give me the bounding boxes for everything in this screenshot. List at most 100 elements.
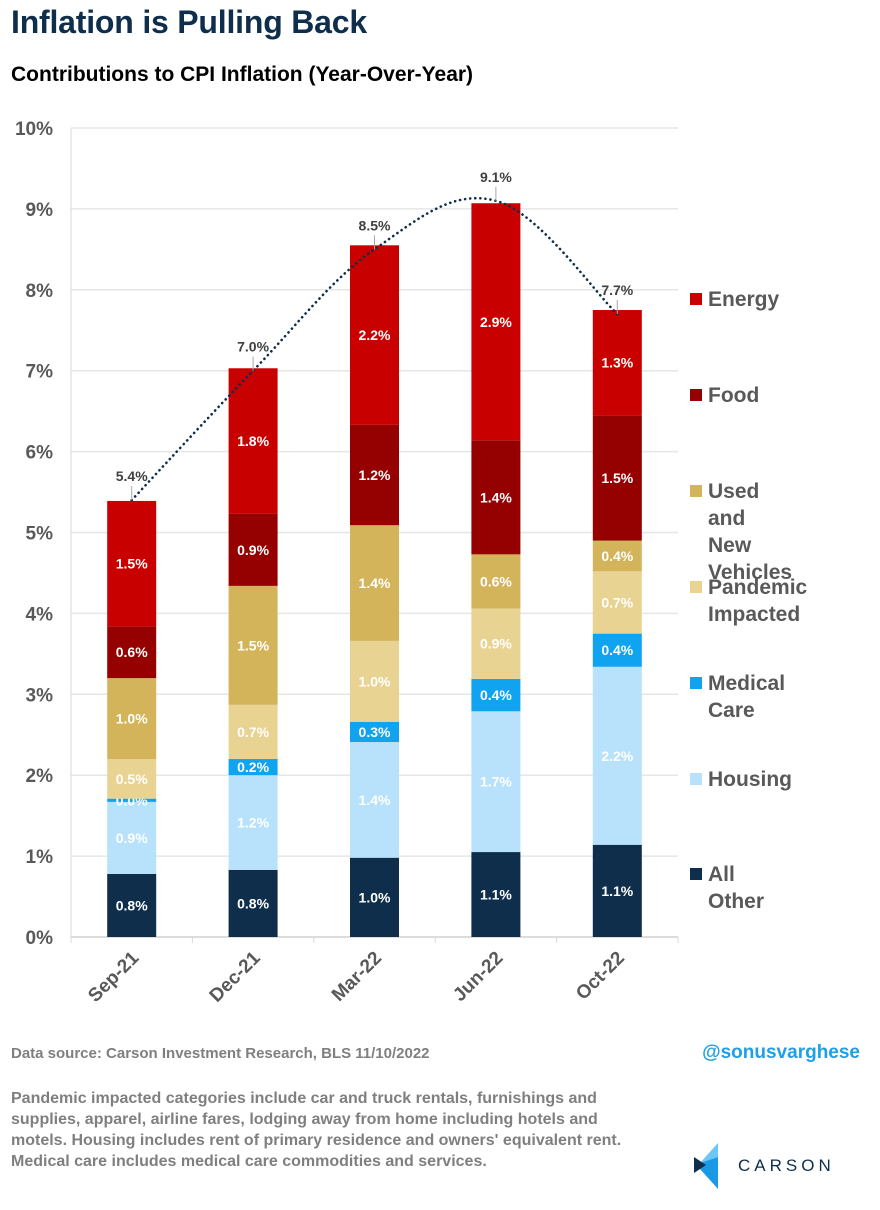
x-axis-ticks: Sep-21 Dec-21 Mar-22 Jun-22 Oct-22 bbox=[84, 947, 629, 1006]
data-source: Data source: Carson Investment Research,… bbox=[11, 1045, 430, 1062]
legend-swatch-icon bbox=[690, 485, 702, 497]
bar-segment bbox=[228, 368, 278, 514]
legend-item: Energy bbox=[690, 286, 779, 313]
legend-item: Medical Care bbox=[690, 670, 785, 724]
x-tick-label: Oct-22 bbox=[572, 948, 629, 1005]
legend-swatch-icon bbox=[690, 773, 702, 785]
segment-label: 0.9% bbox=[237, 542, 269, 558]
bar-stack: 0.8% 1.2% 0.2% 0.7% 1.5% 0.9% 1.8% bbox=[228, 368, 278, 937]
legend-label: Used and New Vehicles bbox=[708, 480, 793, 584]
legend-label: Pandemic Impacted bbox=[708, 576, 808, 626]
x-tick-label: Dec-21 bbox=[206, 947, 265, 1006]
segment-label: 0.8% bbox=[237, 895, 269, 911]
segment-label: 0.4% bbox=[480, 687, 512, 703]
legend-label: Medical Care bbox=[708, 672, 786, 722]
bar-segment bbox=[107, 759, 157, 799]
segment-label: 2.9% bbox=[480, 314, 512, 330]
bar-segment bbox=[592, 415, 642, 541]
segment-label: 1.5% bbox=[116, 556, 148, 572]
bar-segment bbox=[228, 869, 278, 937]
footnote: Pandemic impacted categories include car… bbox=[11, 1090, 622, 1170]
bar-segment bbox=[471, 711, 521, 853]
bar-segment bbox=[228, 775, 278, 870]
bar-segment bbox=[350, 525, 399, 641]
y-tick-label: 1% bbox=[26, 847, 54, 868]
stacked-bar-chart: 0%1%2%3%4%5%6%7%8%9%10% 0.8%0.9%0.0%0.5%… bbox=[15, 119, 679, 1007]
bar-segment bbox=[107, 873, 157, 937]
legend-swatch-icon bbox=[690, 868, 702, 880]
bar-segment bbox=[592, 571, 642, 634]
segment-label: 1.0% bbox=[359, 673, 391, 689]
x-tick-label: Jun-22 bbox=[449, 948, 507, 1006]
y-tick-label: 9% bbox=[26, 200, 54, 221]
segment-label: 0.2% bbox=[237, 759, 269, 775]
segment-label: 1.4% bbox=[359, 792, 391, 808]
bar-segment bbox=[350, 424, 399, 526]
legend-item: Food bbox=[690, 382, 759, 409]
y-tick-label: 4% bbox=[26, 604, 54, 625]
segment-label: 1.4% bbox=[480, 489, 512, 505]
bar-segment bbox=[228, 513, 278, 586]
bar-segment bbox=[107, 801, 157, 874]
legend-item: All Other bbox=[690, 861, 764, 915]
segment-label: 0.8% bbox=[116, 897, 148, 913]
bar-segment bbox=[592, 540, 642, 572]
carson-logo-icon bbox=[694, 1143, 718, 1189]
bar-stack: 1.0% 1.4% 0.3% 1.0% 1.4% 1.2% 2.2% bbox=[350, 245, 399, 937]
author-handle[interactable]: @sonusvarghese bbox=[702, 1042, 860, 1063]
segment-label: 1.1% bbox=[601, 883, 633, 899]
segment-label: 1.2% bbox=[359, 467, 391, 483]
y-tick-label: 7% bbox=[26, 362, 54, 383]
bar-segment bbox=[471, 678, 521, 712]
total-line: 5.4% 7.0% 8.5% 9.1% 7.7% bbox=[116, 169, 634, 502]
y-tick-label: 3% bbox=[26, 685, 54, 706]
segment-label: 1.8% bbox=[237, 433, 269, 449]
legend-label: Housing bbox=[708, 768, 792, 791]
segment-label: 2.2% bbox=[359, 327, 391, 343]
segment-label: 1.3% bbox=[601, 355, 633, 371]
segment-label: 0.3% bbox=[359, 724, 391, 740]
legend-label: All Other bbox=[708, 863, 765, 913]
bar-stack: 1.1% 1.7% 0.4% 0.9% 0.6% 1.4% 2.9% bbox=[471, 203, 521, 937]
total-label: 5.4% bbox=[116, 468, 148, 484]
bar-segment bbox=[228, 585, 278, 705]
segment-label: 0.9% bbox=[480, 636, 512, 652]
y-tick-label: 8% bbox=[26, 281, 54, 302]
legend-item: Housing bbox=[690, 766, 792, 793]
bar-segment bbox=[228, 759, 278, 776]
bar-segment bbox=[350, 742, 399, 858]
segment-label: 0.4% bbox=[601, 642, 633, 658]
bar-segment bbox=[592, 844, 642, 937]
total-label: 7.7% bbox=[601, 282, 633, 298]
bar-segment bbox=[471, 554, 521, 609]
chart-subtitle: Contributions to CPI Inflation (Year-Ove… bbox=[11, 63, 474, 86]
bar-segment bbox=[107, 678, 157, 760]
bar-stack: 1.1% 2.2% 0.4% 0.7% 0.4% 1.5% 1.3% bbox=[592, 310, 642, 937]
total-line-path bbox=[130, 196, 619, 502]
segment-label: 1.5% bbox=[237, 637, 269, 653]
bar-segment bbox=[107, 798, 157, 802]
bars: 0.8%0.9%0.0%0.5%1.0%0.6%1.5%0.8%1.2%0.2%… bbox=[107, 203, 642, 937]
y-tick-label: 6% bbox=[26, 443, 54, 464]
page-title: Inflation is Pulling Back bbox=[11, 4, 367, 40]
bar-segment bbox=[350, 245, 399, 425]
x-tick-label: Sep-21 bbox=[84, 947, 143, 1006]
bar-segment bbox=[228, 704, 278, 760]
bar-segment bbox=[350, 857, 399, 937]
bar-segment bbox=[592, 310, 642, 416]
bar-segment bbox=[350, 640, 399, 722]
y-axis-ticks: 0% 1% 2% 3% 4% 5% 6% 7% 8% 9% 10% bbox=[15, 119, 53, 949]
legend-item: Pandemic Impacted bbox=[690, 574, 807, 628]
legend-swatch-icon bbox=[690, 293, 702, 305]
x-tick-label: Mar-22 bbox=[328, 948, 386, 1006]
y-tick-label: 0% bbox=[26, 928, 54, 949]
bar-segment bbox=[107, 500, 157, 627]
legend-swatch-icon bbox=[690, 677, 702, 689]
y-tick-label: 2% bbox=[26, 766, 54, 787]
bar-segment bbox=[471, 203, 521, 441]
y-tick-label: 10% bbox=[15, 119, 53, 140]
segment-label: 1.5% bbox=[601, 470, 633, 486]
total-label: 7.0% bbox=[237, 339, 269, 355]
bar-segment bbox=[471, 608, 521, 679]
carson-logo: CARSON bbox=[694, 1143, 835, 1189]
